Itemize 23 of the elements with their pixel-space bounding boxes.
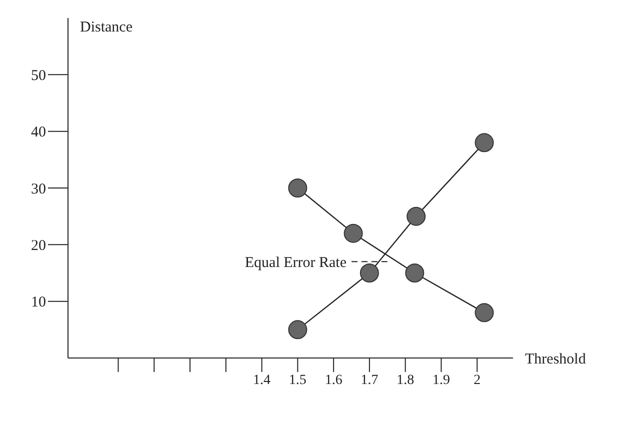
x-tick-label: 2 bbox=[474, 372, 481, 388]
point bbox=[288, 320, 308, 340]
point bbox=[474, 133, 494, 152]
point bbox=[406, 206, 426, 226]
point bbox=[360, 264, 379, 282]
x-axis-title: Threshold bbox=[525, 351, 586, 368]
y-tick-label: 30 bbox=[31, 181, 46, 198]
point bbox=[288, 178, 308, 198]
x-tick-label: 1.7 bbox=[360, 372, 378, 388]
x-tick-label: 1.4 bbox=[253, 372, 271, 388]
x-tick-label: 1.8 bbox=[396, 372, 414, 388]
annotation: Equal Error Rate bbox=[244, 254, 347, 271]
point bbox=[405, 264, 424, 282]
x-tick-label: 1.5 bbox=[288, 372, 306, 388]
y-axis-title: Distance bbox=[80, 19, 133, 36]
y-tick-label: 10 bbox=[31, 294, 46, 311]
y-tick-label: 20 bbox=[31, 238, 46, 254]
x-tick-label: 1.9 bbox=[432, 372, 450, 388]
point bbox=[474, 303, 494, 322]
x-tick-label: 1.6 bbox=[324, 372, 342, 388]
y-tick-label: 50 bbox=[31, 68, 46, 84]
point bbox=[344, 224, 363, 243]
y-tick-label: 40 bbox=[31, 124, 46, 141]
